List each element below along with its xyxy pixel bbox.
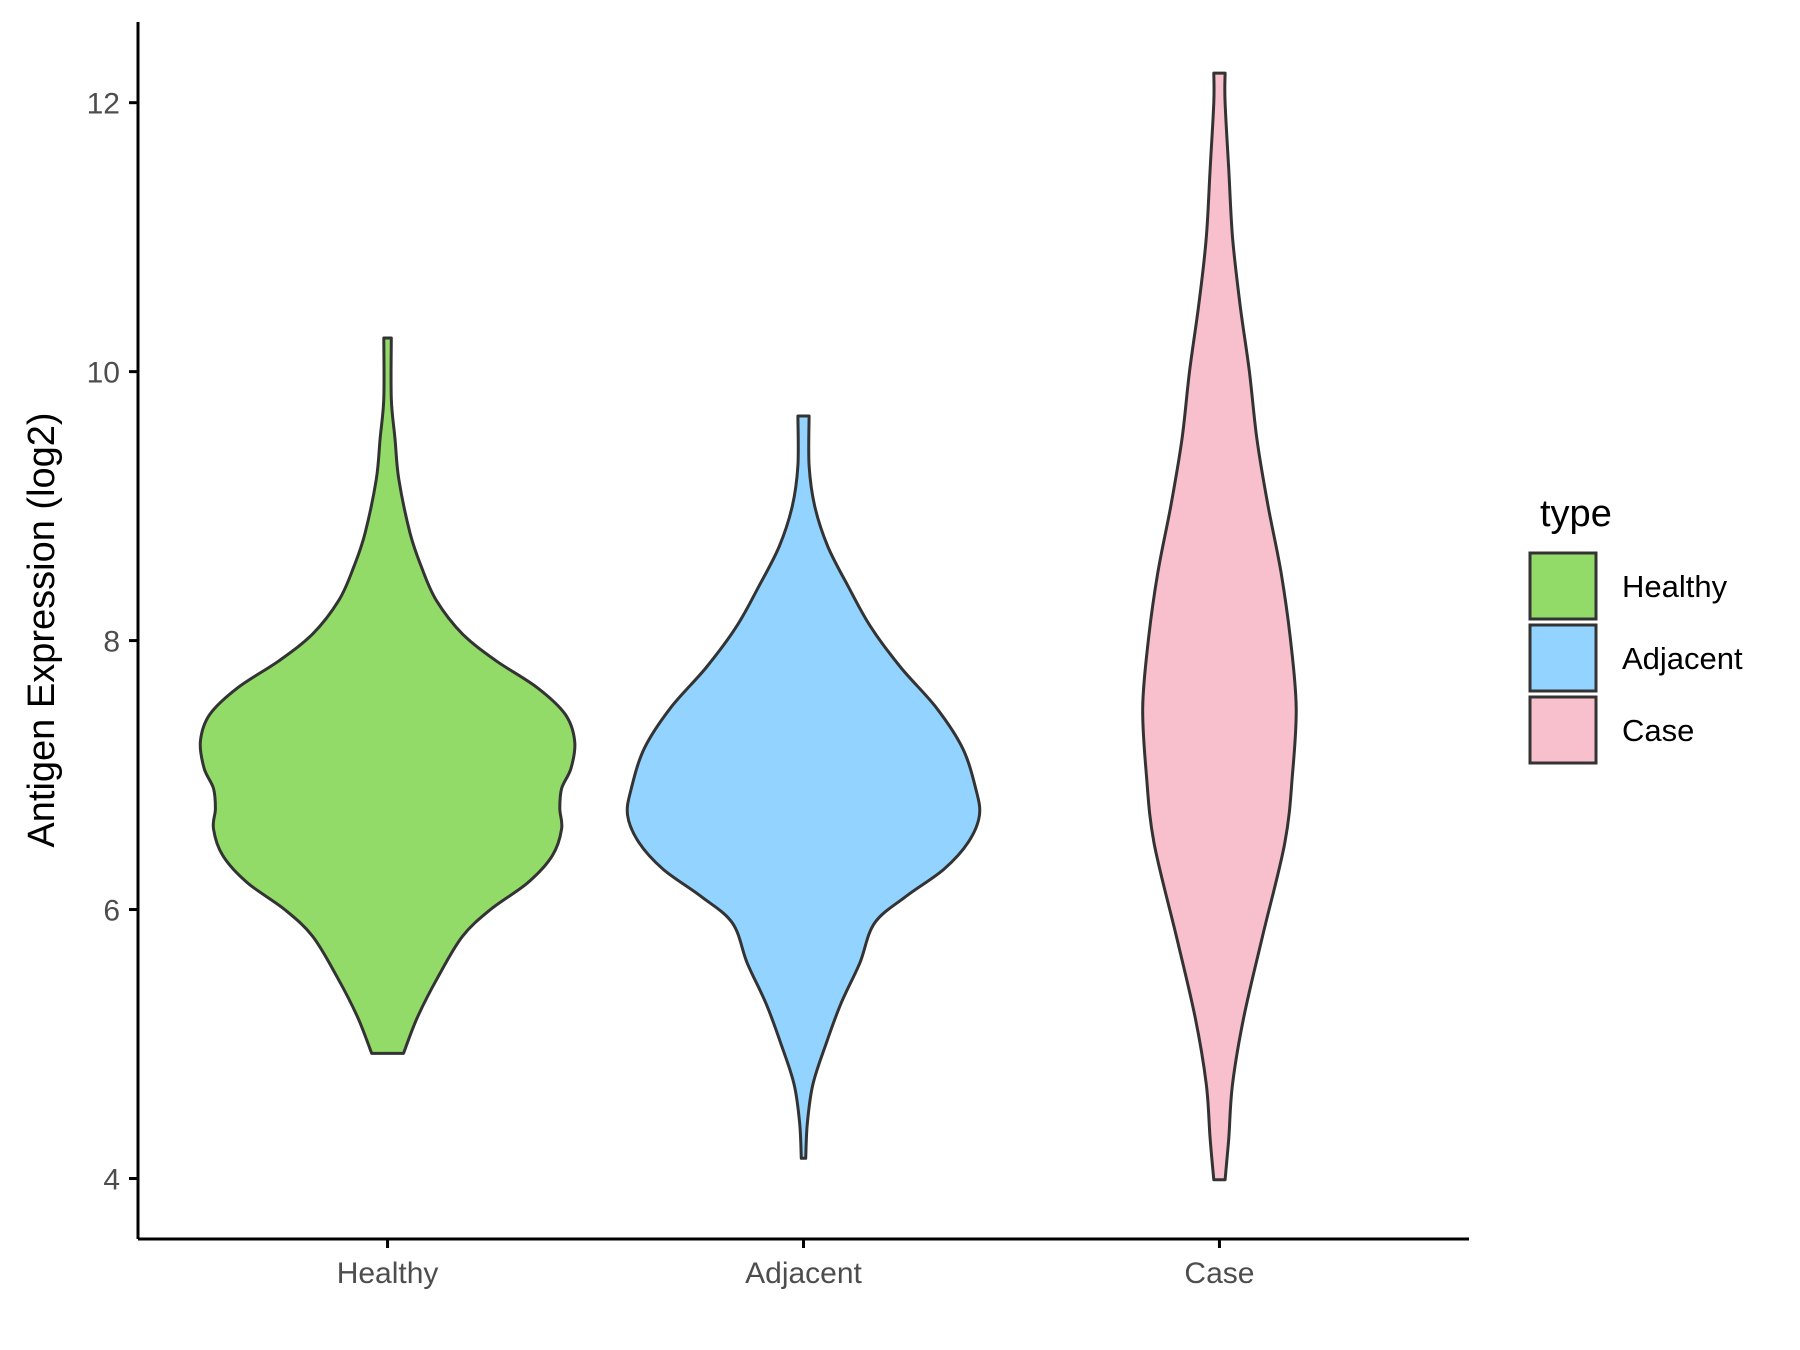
legend-label-healthy: Healthy — [1622, 569, 1728, 604]
legend-swatch-healthy — [1528, 551, 1598, 621]
y-axis-ticks: 4 6 8 10 12 — [87, 88, 138, 1196]
x-axis-ticks: Healthy Adjacent Case — [337, 1239, 1254, 1290]
y-axis-title: Antigen Expression (log2) — [21, 412, 63, 847]
legend-label-adjacent: Adjacent — [1622, 641, 1743, 676]
violin-adjacent — [625, 414, 982, 1160]
x-tick-label: Healthy — [337, 1257, 439, 1290]
legend-title: type — [1540, 493, 1612, 535]
legend-label-case: Case — [1622, 713, 1694, 748]
legend-swatch-adjacent — [1528, 623, 1598, 693]
y-tick-label: 8 — [103, 626, 120, 659]
y-tick-label: 6 — [103, 895, 120, 928]
y-tick-label: 4 — [103, 1163, 120, 1196]
violin-healthy — [198, 336, 577, 1055]
y-tick-label: 10 — [87, 357, 120, 390]
legend: type Healthy Adjacent Case — [1528, 493, 1743, 765]
violin-case — [1141, 71, 1298, 1182]
x-tick-label: Case — [1184, 1257, 1254, 1290]
legend-swatch-case — [1528, 695, 1598, 765]
violin-series — [198, 71, 1298, 1182]
x-tick-label: Adjacent — [745, 1257, 862, 1290]
y-tick-label: 12 — [87, 88, 120, 121]
